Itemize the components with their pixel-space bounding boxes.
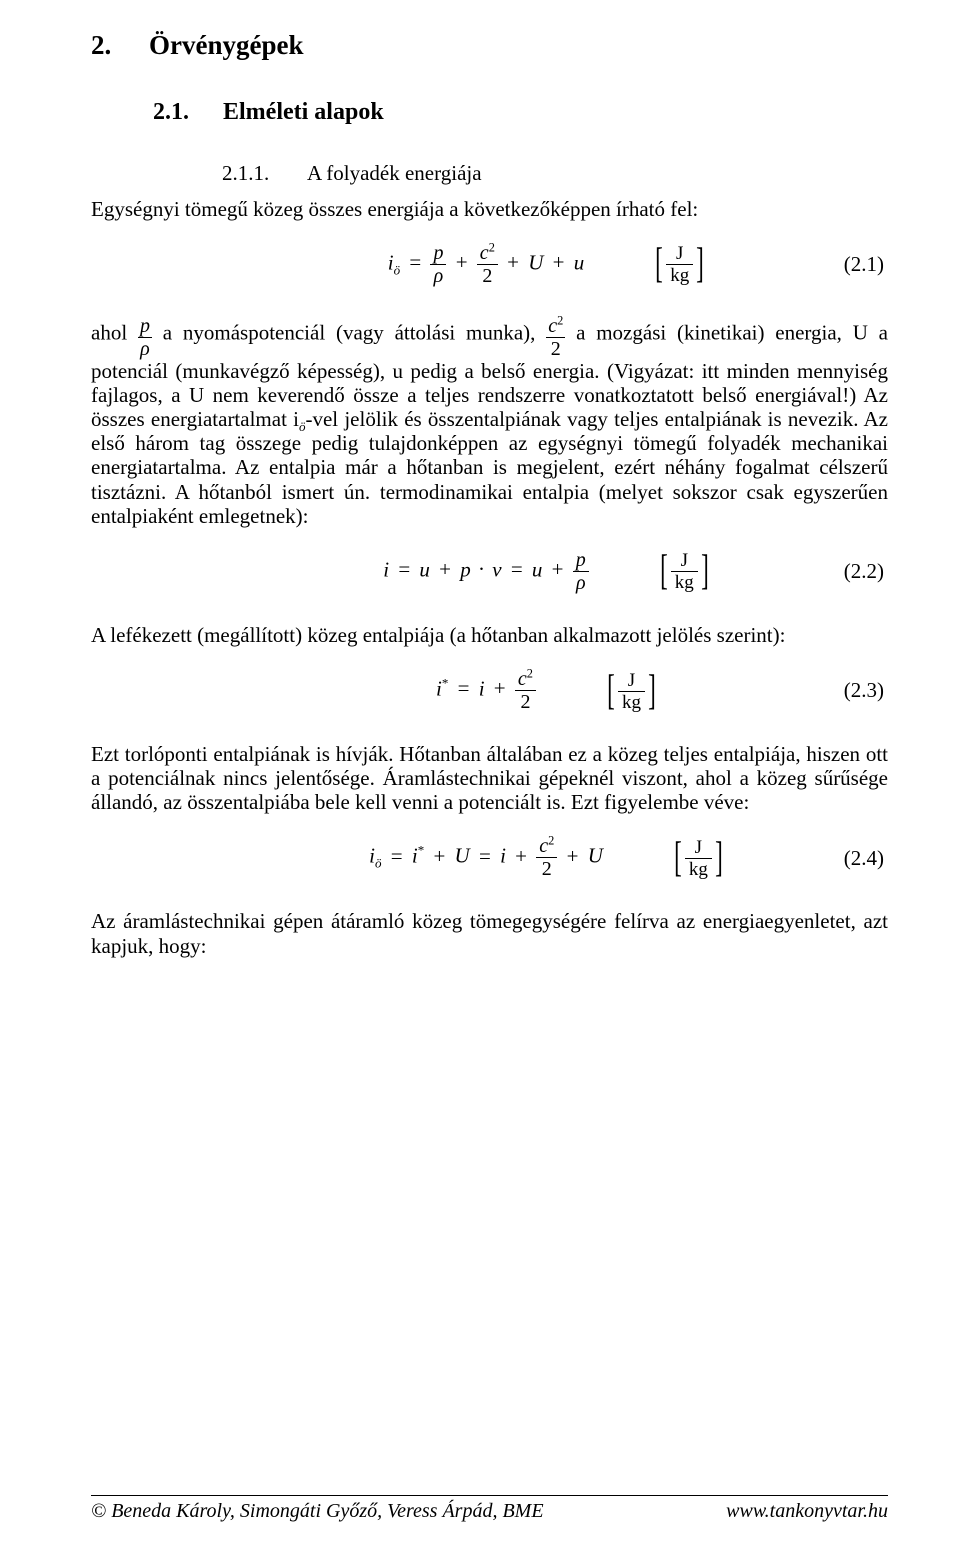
unit-bracket: [ J kg ] bbox=[652, 243, 707, 285]
subsection-heading: 2.1.Elméleti alapok bbox=[153, 99, 888, 127]
fraction: p ρ bbox=[430, 243, 446, 286]
section-title: Örvénygépek bbox=[149, 30, 304, 60]
equation-expression: iö = p ρ + c2 2 + U + u bbox=[388, 243, 585, 286]
subsubsection-number: 2.1.1. bbox=[222, 161, 307, 185]
fraction: c2 2 bbox=[536, 836, 557, 879]
equation-math: i* = i + c2 2 [ J kg ] bbox=[291, 669, 804, 712]
fraction: p ρ bbox=[573, 550, 589, 593]
fraction: c2 2 bbox=[477, 243, 498, 286]
footer-left: © Beneda Károly, Simongáti Győző, Veress… bbox=[91, 1500, 544, 1523]
equation-math: i = u + p · v = u + p ρ [ J kg bbox=[291, 550, 804, 593]
subsubsection-title: A folyadék energiája bbox=[307, 161, 482, 185]
section-number: 2. bbox=[91, 30, 149, 61]
equation-2-2: i = u + p · v = u + p ρ [ J kg bbox=[91, 550, 888, 593]
para-before-2-4: Ezt torlóponti entalpiának is hívják. Hő… bbox=[91, 742, 888, 814]
subsection-title: Elméleti alapok bbox=[223, 99, 384, 125]
para-before-2-3: A lefékezett (megállított) közeg entalpi… bbox=[91, 623, 888, 647]
inline-fraction: pρ bbox=[138, 316, 152, 359]
section-heading: 2.Örvénygépek bbox=[91, 30, 888, 61]
unit-bracket: [ J kg ] bbox=[604, 670, 659, 712]
equation-2-3: i* = i + c2 2 [ J kg ] (2.3) bbox=[91, 669, 888, 712]
inline-fraction: c22 bbox=[546, 316, 565, 359]
footer-right: www.tankonyvtar.hu bbox=[726, 1500, 888, 1523]
equation-number: (2.3) bbox=[804, 678, 888, 702]
equation-number: (2.2) bbox=[804, 559, 888, 583]
equation-number: (2.1) bbox=[804, 252, 888, 276]
footer-link[interactable]: www.tankonyvtar.hu bbox=[726, 1500, 888, 1522]
equation-expression: i* = i + c2 2 bbox=[436, 669, 536, 712]
equation-expression: iö = i* + U = i + c2 2 + U bbox=[369, 836, 603, 879]
equation-expression: i = u + p · v = u + p ρ bbox=[383, 550, 589, 593]
unit-bracket: [ J kg ] bbox=[657, 550, 712, 592]
subsection-number: 2.1. bbox=[153, 99, 223, 127]
page: 2.Örvénygépek 2.1.Elméleti alapok 2.1.1.… bbox=[0, 0, 960, 1551]
intro-2-1-1: Egységnyi tömegű közeg összes energiája … bbox=[91, 197, 888, 221]
equation-2-4: iö = i* + U = i + c2 2 + U [ J kg bbox=[91, 836, 888, 879]
unit-bracket: [ J kg ] bbox=[671, 837, 726, 879]
subsubsection-heading: 2.1.1.A folyadék energiája bbox=[222, 161, 888, 185]
para-after-2-4: Az áramlástechnikai gépen átáramló közeg… bbox=[91, 909, 888, 957]
fraction: c2 2 bbox=[515, 669, 536, 712]
equation-number: (2.4) bbox=[804, 846, 888, 870]
equation-math: iö = i* + U = i + c2 2 + U [ J kg bbox=[291, 836, 804, 879]
equation-math: iö = p ρ + c2 2 + U + u [ J bbox=[291, 243, 804, 286]
equation-2-1: iö = p ρ + c2 2 + U + u [ J bbox=[91, 243, 888, 286]
para-after-2-1: ahol pρ a nyomáspotenciál (vagy áttolási… bbox=[91, 316, 888, 528]
page-footer: © Beneda Károly, Simongáti Győző, Veress… bbox=[91, 1495, 888, 1523]
